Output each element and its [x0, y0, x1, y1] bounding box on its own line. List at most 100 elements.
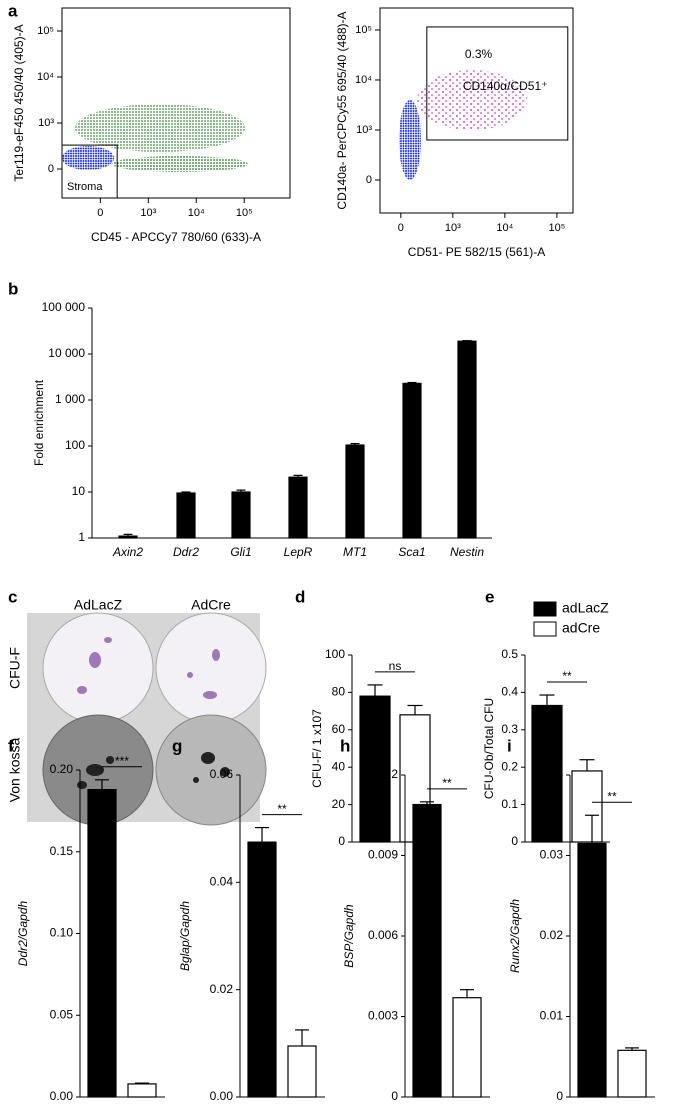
- significance: **: [607, 789, 617, 803]
- bar: [176, 492, 196, 539]
- bar: [247, 841, 277, 1098]
- x-tick-label: LepR: [284, 545, 313, 559]
- bar: [402, 382, 422, 539]
- y-tick-label: 1: [78, 530, 85, 544]
- y-tick-label: 0.009: [368, 848, 398, 862]
- y-tick-label: 0.15: [50, 844, 74, 858]
- x-tick-label: Ddr2: [173, 545, 199, 559]
- x-tick-label: 10³: [445, 222, 461, 234]
- y-tick-label: 40: [332, 759, 346, 773]
- y-tick-label: 0.3: [501, 722, 518, 736]
- x-tick-label: Sca1: [398, 545, 425, 559]
- y-axis-label: Bglap/Gapdh: [178, 901, 192, 971]
- y-axis-label: CD140a- PerCPCy55 695/40 (488)-A: [335, 11, 349, 209]
- y-axis-label: CFU-Ob/Total CFU: [482, 698, 496, 799]
- y-tick-label: 0: [556, 1089, 563, 1103]
- y-tick-label: 0: [391, 1089, 398, 1103]
- y-tick-label: 10³: [356, 124, 372, 136]
- x-tick-label: MT1: [343, 545, 367, 559]
- y-tick-label: 0.20: [50, 762, 74, 776]
- y-tick-label: 0.006: [368, 928, 398, 942]
- significance: **: [442, 776, 452, 790]
- y-tick-label: 0.5: [501, 647, 518, 661]
- legend-label: adCre: [562, 620, 600, 636]
- y-tick-label: 10 000: [48, 346, 85, 360]
- bar: [345, 444, 365, 539]
- y-tick-label: 0.003: [368, 1009, 398, 1023]
- panel-letter: h: [340, 736, 350, 755]
- y-tick-label: 0.2: [501, 759, 518, 773]
- y-tick-label: 1 000: [55, 392, 85, 406]
- x-tick-label: 10⁵: [236, 207, 253, 219]
- x-tick-label: 10⁵: [548, 222, 565, 234]
- y-tick-label: 0.1: [501, 797, 518, 811]
- y-tick-label: 0.012: [368, 767, 398, 781]
- x-tick-label: 0: [97, 207, 103, 219]
- row-label: CFU-F: [7, 647, 23, 689]
- gate-name: CD140α/CD51⁺: [463, 79, 548, 93]
- bar: [412, 803, 442, 1098]
- bar: [231, 491, 251, 539]
- y-tick-label: 0.02: [540, 928, 564, 942]
- significance: ***: [115, 754, 129, 768]
- y-tick-label: 100 000: [42, 300, 86, 314]
- x-axis-label: CD45 - APCCy7 780/60 (633)-A: [91, 230, 261, 244]
- panel-letter: d: [295, 587, 305, 606]
- y-tick-label: 100: [65, 438, 85, 452]
- y-tick-label: 0.00: [210, 1089, 234, 1103]
- panel-letter: c: [8, 587, 17, 606]
- x-tick-label: 10⁴: [496, 222, 513, 234]
- bar: [127, 1083, 157, 1098]
- y-axis-label: CFU-F/ 1 x107: [310, 709, 324, 788]
- y-tick-label: 0.06: [210, 767, 234, 781]
- panel-letter: e: [485, 587, 494, 606]
- bar: [452, 997, 482, 1098]
- y-axis-label: Ter119-eF450 450/40 (405)-A: [12, 24, 26, 181]
- bar: [359, 695, 391, 843]
- panel-letter: i: [507, 736, 512, 755]
- y-tick-label: 0: [338, 834, 345, 848]
- column-label: AdLacZ: [74, 597, 123, 613]
- y-tick-label: 0.00: [50, 1089, 74, 1103]
- y-tick-label: 0.4: [501, 685, 518, 699]
- y-tick-label: 0: [511, 834, 518, 848]
- flow-dots: [62, 70, 527, 180]
- y-tick-label: 60: [332, 722, 346, 736]
- bar: [617, 1049, 647, 1098]
- significance: ns: [389, 659, 402, 673]
- gate-name: Stroma: [67, 181, 103, 193]
- x-tick-label: 0: [398, 222, 404, 234]
- gate-percent: 0.3%: [465, 47, 493, 61]
- bar: [287, 1045, 317, 1098]
- y-tick-label: 10⁵: [37, 25, 54, 37]
- x-tick-label: 10⁴: [188, 207, 205, 219]
- legend-label: adLacZ: [562, 600, 609, 616]
- panel-letter: g: [172, 736, 182, 755]
- y-axis-label: Runx2/Gapdh: [508, 899, 522, 973]
- y-tick-label: 0.04: [540, 767, 564, 781]
- significance: **: [277, 802, 287, 816]
- row-label: Von kossa: [7, 737, 23, 802]
- y-tick-label: 0.01: [540, 1009, 564, 1023]
- bar: [531, 704, 563, 843]
- panel-letter: f: [8, 736, 14, 755]
- bar: [288, 476, 308, 539]
- y-tick-label: 0.04: [210, 875, 234, 889]
- bar: [457, 340, 477, 539]
- y-axis-label: Fold enrichment: [32, 379, 46, 466]
- gate: [426, 26, 569, 141]
- column-label: AdCre: [191, 597, 231, 613]
- x-tick-label: 10³: [140, 207, 156, 219]
- y-tick-label: 0: [48, 163, 54, 175]
- x-tick-label: Axin2: [112, 545, 143, 559]
- y-tick-label: 10: [72, 484, 86, 498]
- y-tick-label: 0: [366, 174, 372, 186]
- x-axis-label: CD51- PE 582/15 (561)-A: [408, 245, 545, 259]
- y-tick-label: 0.05: [50, 1007, 74, 1021]
- culture-photo: [27, 612, 267, 826]
- legend-swatch: [533, 621, 557, 637]
- x-tick-label: Nestin: [450, 545, 484, 559]
- y-tick-label: 10³: [38, 117, 54, 129]
- legend-swatch: [533, 601, 557, 617]
